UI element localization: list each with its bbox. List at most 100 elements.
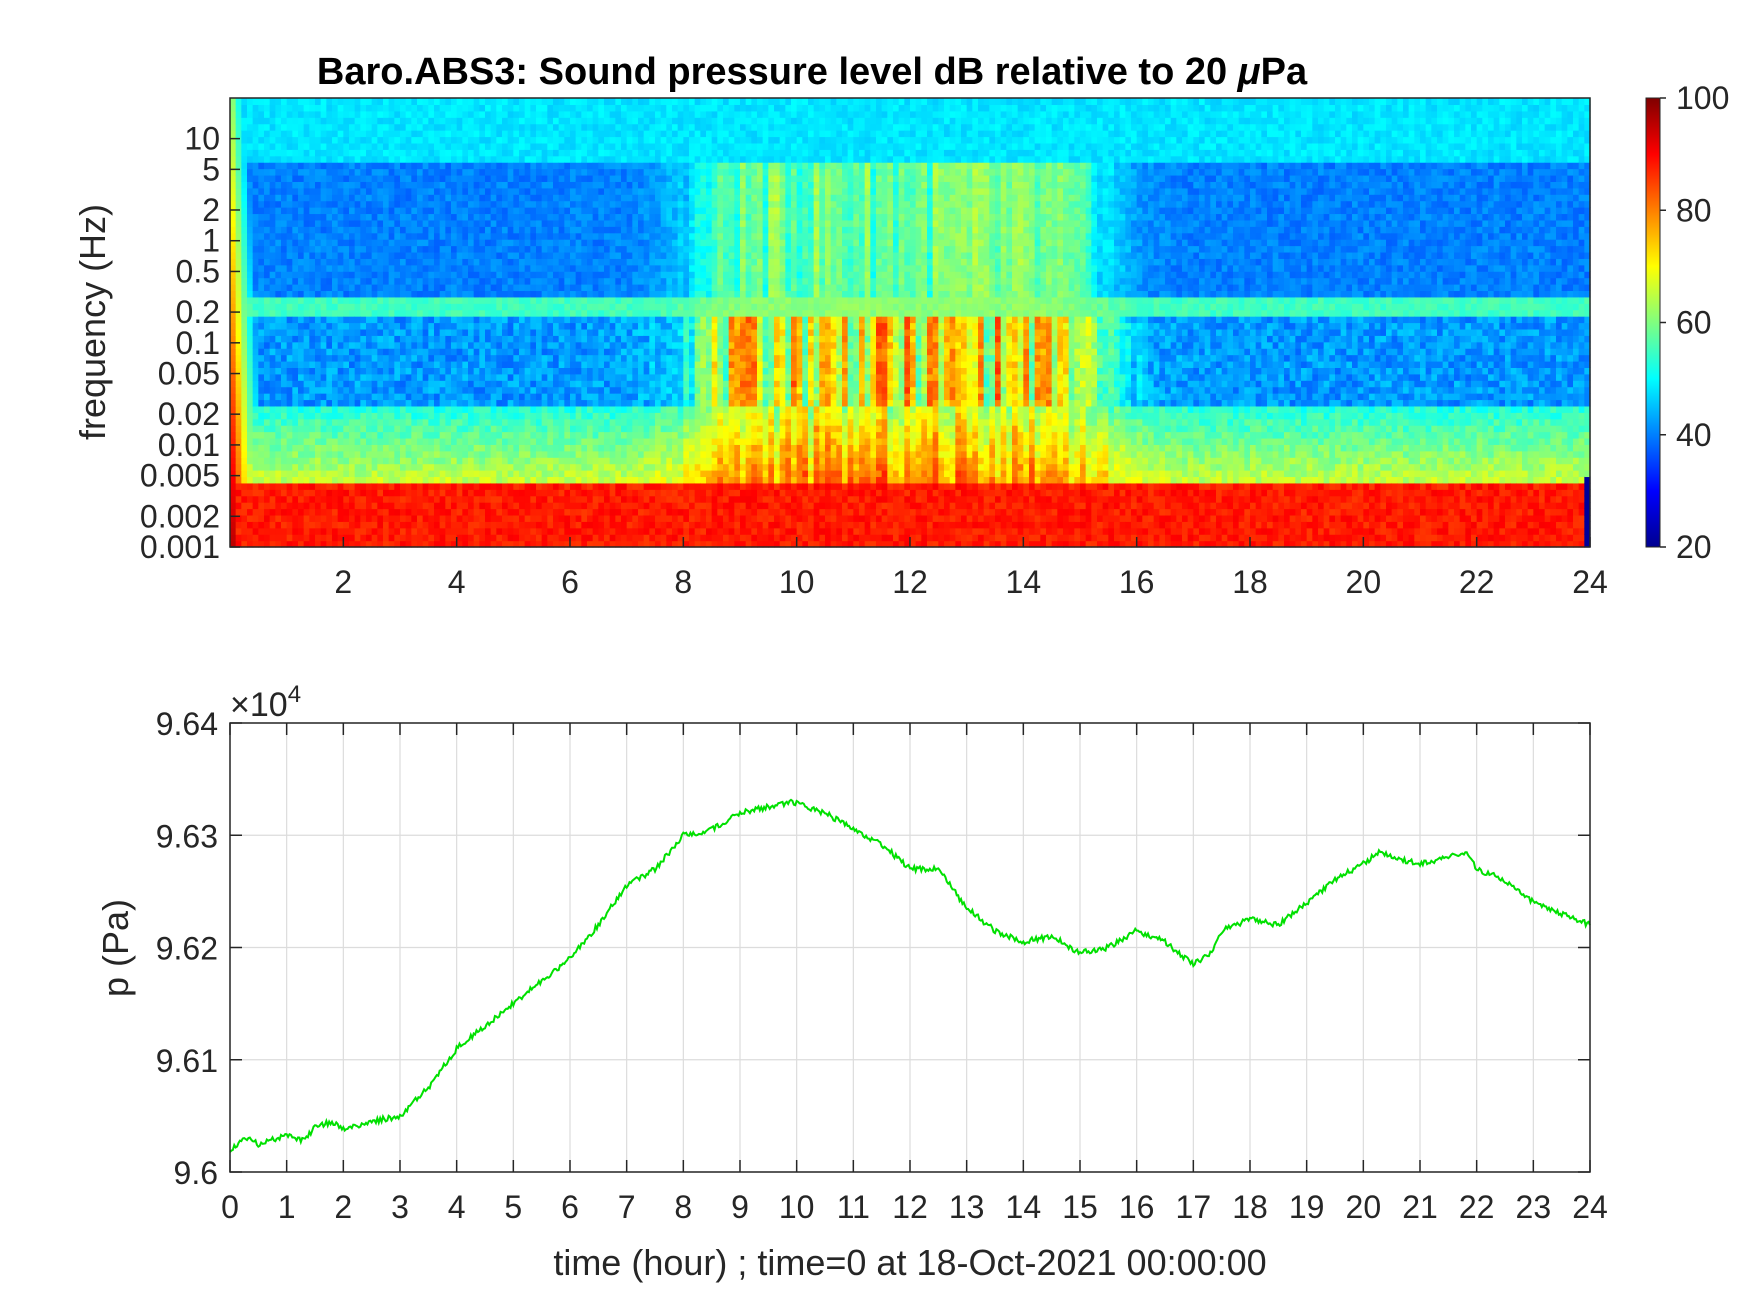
heatmap-cell [626, 226, 633, 234]
heatmap-cell [547, 373, 554, 381]
heatmap-cell [275, 213, 282, 221]
heatmap-cell [496, 418, 503, 426]
heatmap-cell [326, 470, 333, 478]
heatmap-cell [320, 348, 327, 356]
heatmap-cell [524, 303, 531, 311]
heatmap-cell [598, 386, 605, 394]
heatmap-cell [422, 405, 429, 413]
heatmap-cell [547, 200, 554, 208]
heatmap-cell [439, 207, 446, 215]
heatmap-cell [326, 213, 333, 221]
heatmap-cell [451, 174, 458, 182]
heatmap-cell [303, 476, 310, 484]
heatmap-cell [587, 425, 594, 433]
heatmap-cell [428, 181, 435, 189]
heatmap-cell [417, 412, 424, 420]
heatmap-cell [417, 194, 424, 202]
heatmap-cell [609, 521, 616, 529]
heatmap-cell [587, 380, 594, 388]
heatmap-cell [439, 508, 446, 516]
heatmap-cell [326, 239, 333, 247]
heatmap-cell [405, 437, 412, 445]
heatmap-cell [485, 296, 492, 304]
heatmap-cell [558, 194, 565, 202]
heatmap-cell [547, 149, 554, 157]
heatmap-cell [496, 463, 503, 471]
heatmap-cell [621, 540, 628, 548]
heatmap-cell [581, 540, 588, 548]
heatmap-cell [360, 322, 367, 330]
heatmap-cell [632, 444, 639, 452]
heatmap-cell [417, 245, 424, 253]
heatmap-cell [326, 463, 333, 471]
heatmap-cell [558, 373, 565, 381]
heatmap-cell [581, 136, 588, 144]
heatmap-cell [434, 271, 441, 279]
heatmap-cell [411, 341, 418, 349]
heatmap-cell [366, 117, 373, 125]
heatmap-cell [434, 104, 441, 112]
heatmap-cell [575, 463, 582, 471]
heatmap-cell [626, 418, 633, 426]
heatmap-cell [564, 418, 571, 426]
heatmap-cell [354, 142, 361, 150]
heatmap-cell [422, 239, 429, 247]
heatmap-cell [360, 142, 367, 150]
heatmap-cell [377, 527, 384, 535]
heatmap-cell [462, 226, 469, 234]
heatmap-cell [422, 149, 429, 157]
heatmap-cell [519, 482, 526, 490]
heatmap-cell [298, 444, 305, 452]
heatmap-cell [298, 207, 305, 215]
heatmap-cell [615, 418, 622, 426]
heatmap-cell [558, 303, 565, 311]
heatmap-cell [400, 527, 407, 535]
heatmap-cell [502, 219, 509, 227]
heatmap-cell [445, 322, 452, 330]
heatmap-cell [422, 232, 429, 240]
heatmap-cell [604, 142, 611, 150]
heatmap-cell [428, 540, 435, 548]
heatmap-cell [553, 136, 560, 144]
heatmap-cell [507, 309, 514, 317]
heatmap-cell [235, 367, 242, 375]
heatmap-cell [428, 277, 435, 285]
heatmap-cell [252, 232, 259, 240]
heatmap-cell [422, 251, 429, 259]
heatmap-cell [547, 360, 554, 368]
heatmap-cell [235, 264, 242, 272]
heatmap-cell [320, 271, 327, 279]
heatmap-cell [417, 271, 424, 279]
heatmap-cell [445, 213, 452, 221]
heatmap-cell [264, 316, 271, 324]
spectrogram-title: Baro.ABS3: Sound pressure level dB relat… [317, 51, 1308, 93]
heatmap-cell [309, 117, 316, 125]
heatmap-cell [383, 187, 390, 195]
heatmap-cell [230, 322, 237, 330]
heatmap-cell [343, 476, 350, 484]
heatmap-cell [621, 98, 628, 106]
heatmap-cell [292, 348, 299, 356]
heatmap-cell [343, 219, 350, 227]
heatmap-cell [383, 470, 390, 478]
heatmap-cell [587, 174, 594, 182]
heatmap-cell [366, 136, 373, 144]
heatmap-cell [485, 450, 492, 458]
heatmap-cell [258, 123, 265, 131]
heatmap-cell [337, 194, 344, 202]
heatmap-cell [445, 316, 452, 324]
heatmap-cell [496, 271, 503, 279]
heatmap-cell [303, 303, 310, 311]
heatmap-cell [575, 322, 582, 330]
heatmap-cell [462, 508, 469, 516]
heatmap-cell [400, 437, 407, 445]
heatmap-cell [592, 181, 599, 189]
heatmap-cell [354, 296, 361, 304]
heatmap-cell [326, 290, 333, 298]
heatmap-cell [547, 277, 554, 285]
heatmap-cell [621, 316, 628, 324]
heatmap-cell [298, 264, 305, 272]
heatmap-cell [417, 380, 424, 388]
heatmap-cell [502, 393, 509, 401]
heatmap-cell [343, 482, 350, 490]
